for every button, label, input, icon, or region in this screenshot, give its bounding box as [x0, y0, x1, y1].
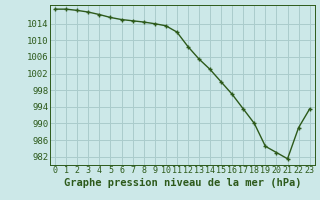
X-axis label: Graphe pression niveau de la mer (hPa): Graphe pression niveau de la mer (hPa): [64, 178, 301, 188]
